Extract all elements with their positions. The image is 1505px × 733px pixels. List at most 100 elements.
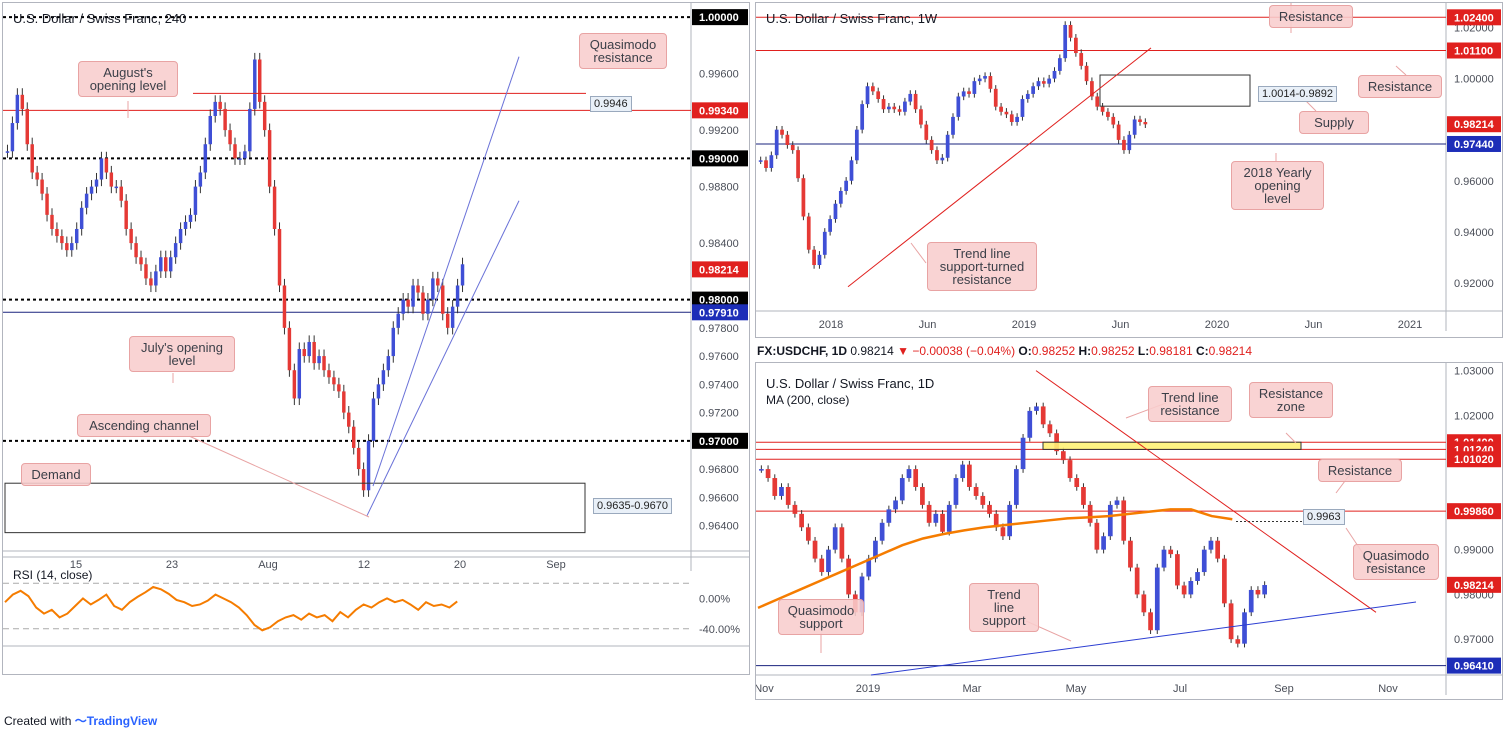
candle bbox=[218, 101, 222, 109]
panel-weekly[interactable]: 1.02000 1.00000 0.96000 0.94000 0.92000 2018 J… bbox=[755, 2, 1503, 338]
candle bbox=[455, 285, 460, 307]
candle bbox=[1121, 500, 1127, 541]
candle bbox=[887, 106, 891, 110]
candle bbox=[386, 356, 391, 371]
candle bbox=[139, 257, 143, 265]
candle bbox=[1074, 478, 1080, 487]
note-july-opening: July's opening level bbox=[129, 336, 235, 372]
candle bbox=[401, 299, 405, 314]
candle bbox=[391, 327, 396, 357]
candle bbox=[886, 509, 892, 523]
candle bbox=[1132, 119, 1137, 135]
chart-4h-plot[interactable]: 0.99600 0.99200 0.98800 0.98400 0.97800 0.976… bbox=[3, 3, 749, 674]
candle bbox=[445, 313, 450, 328]
candle bbox=[1020, 99, 1025, 117]
candle bbox=[924, 124, 929, 140]
note-resistance: Resistance bbox=[1318, 459, 1402, 482]
level-price-tag bbox=[692, 304, 748, 321]
candle bbox=[1228, 603, 1234, 640]
candle bbox=[198, 172, 203, 187]
y-tick-label: 0.92000 bbox=[1454, 278, 1494, 290]
demand-zone bbox=[4, 482, 586, 534]
y-tick-label: 0.99000 bbox=[1454, 545, 1494, 557]
candle bbox=[812, 540, 818, 559]
legend-close: 0.98214 bbox=[1208, 344, 1253, 358]
candle bbox=[870, 86, 875, 92]
candle bbox=[973, 486, 979, 496]
candle bbox=[307, 341, 311, 357]
candle bbox=[272, 186, 277, 229]
candle bbox=[1067, 460, 1073, 479]
candle bbox=[903, 101, 907, 112]
candle bbox=[828, 219, 832, 232]
note-supply: Supply bbox=[1299, 111, 1369, 134]
candle bbox=[758, 160, 763, 162]
candle bbox=[1063, 24, 1068, 59]
y-tick-label: 0.96400 bbox=[699, 521, 739, 533]
candle bbox=[1087, 504, 1093, 523]
candle bbox=[70, 243, 74, 251]
channel-upper bbox=[372, 56, 520, 487]
footer: Created with 〜TradingView bbox=[4, 712, 157, 729]
candle bbox=[779, 486, 784, 496]
candle bbox=[920, 486, 925, 505]
candle bbox=[1004, 111, 1009, 115]
level-price-label: 0.99000 bbox=[699, 153, 739, 165]
candle bbox=[972, 81, 977, 94]
last-price-tag bbox=[692, 261, 748, 278]
candle bbox=[228, 130, 232, 145]
x-tick-label: Aug bbox=[258, 559, 278, 571]
candle bbox=[908, 93, 913, 102]
level-price-label: 1.02400 bbox=[1454, 12, 1494, 24]
candle bbox=[89, 186, 94, 194]
x-tick-label: 23 bbox=[166, 559, 178, 571]
candle bbox=[838, 190, 843, 204]
candle bbox=[897, 109, 902, 112]
candle bbox=[1074, 37, 1078, 54]
candle bbox=[926, 504, 932, 523]
candle bbox=[919, 109, 923, 125]
candle bbox=[1068, 24, 1073, 38]
x-tick-label: 20 bbox=[454, 559, 466, 571]
candle bbox=[1107, 504, 1113, 537]
candle bbox=[203, 144, 208, 173]
candle bbox=[337, 384, 341, 392]
y-tick-label: 0.94000 bbox=[1454, 227, 1494, 239]
last-price-tag bbox=[1447, 116, 1501, 133]
candle bbox=[1015, 116, 1019, 123]
chart-daily-title: U.S. Dollar / Swiss Franc, 1D bbox=[766, 376, 935, 391]
x-tick-label: Jun bbox=[919, 319, 937, 331]
candle bbox=[822, 231, 827, 255]
candle bbox=[1141, 594, 1147, 613]
candle bbox=[879, 522, 885, 541]
note-demand: Demand bbox=[21, 463, 91, 486]
candle bbox=[956, 96, 961, 117]
channel-lower bbox=[366, 200, 520, 516]
candle bbox=[421, 292, 425, 314]
candle bbox=[1095, 96, 1100, 107]
y-tick-label: 0.96800 bbox=[699, 464, 739, 476]
ma-label: MA (200, close) bbox=[766, 393, 850, 407]
chart-weekly-title: U.S. Dollar / Swiss Franc, 1W bbox=[766, 11, 938, 26]
candle bbox=[1057, 58, 1062, 71]
trendline-support-resistance bbox=[847, 47, 1152, 288]
candle bbox=[876, 91, 881, 100]
candle bbox=[60, 236, 64, 244]
x-tick-label: 2019 bbox=[1012, 319, 1036, 331]
legend-symbol: FX:USDCHF, 1D bbox=[757, 344, 848, 358]
candle bbox=[790, 144, 795, 151]
panel-daily[interactable]: 1.03000 1.02000 0.99000 0.98000 0.97000 Nov 20… bbox=[755, 362, 1503, 700]
chart-weekly-plot[interactable]: 1.02000 1.00000 0.96000 0.94000 0.92000 2018 J… bbox=[756, 3, 1502, 337]
candle bbox=[248, 108, 252, 152]
candle bbox=[426, 299, 430, 314]
candle bbox=[988, 76, 993, 89]
candle bbox=[961, 91, 966, 97]
x-tick-label: Nov bbox=[1378, 683, 1398, 695]
candle bbox=[846, 558, 851, 595]
candle bbox=[347, 412, 351, 427]
panel-4h[interactable]: 0.99600 0.99200 0.98800 0.98400 0.97800 0.976… bbox=[2, 2, 750, 675]
candle bbox=[258, 59, 262, 102]
note-quasimodo-support: Quasimodo support bbox=[778, 599, 864, 635]
candle bbox=[1100, 106, 1105, 112]
